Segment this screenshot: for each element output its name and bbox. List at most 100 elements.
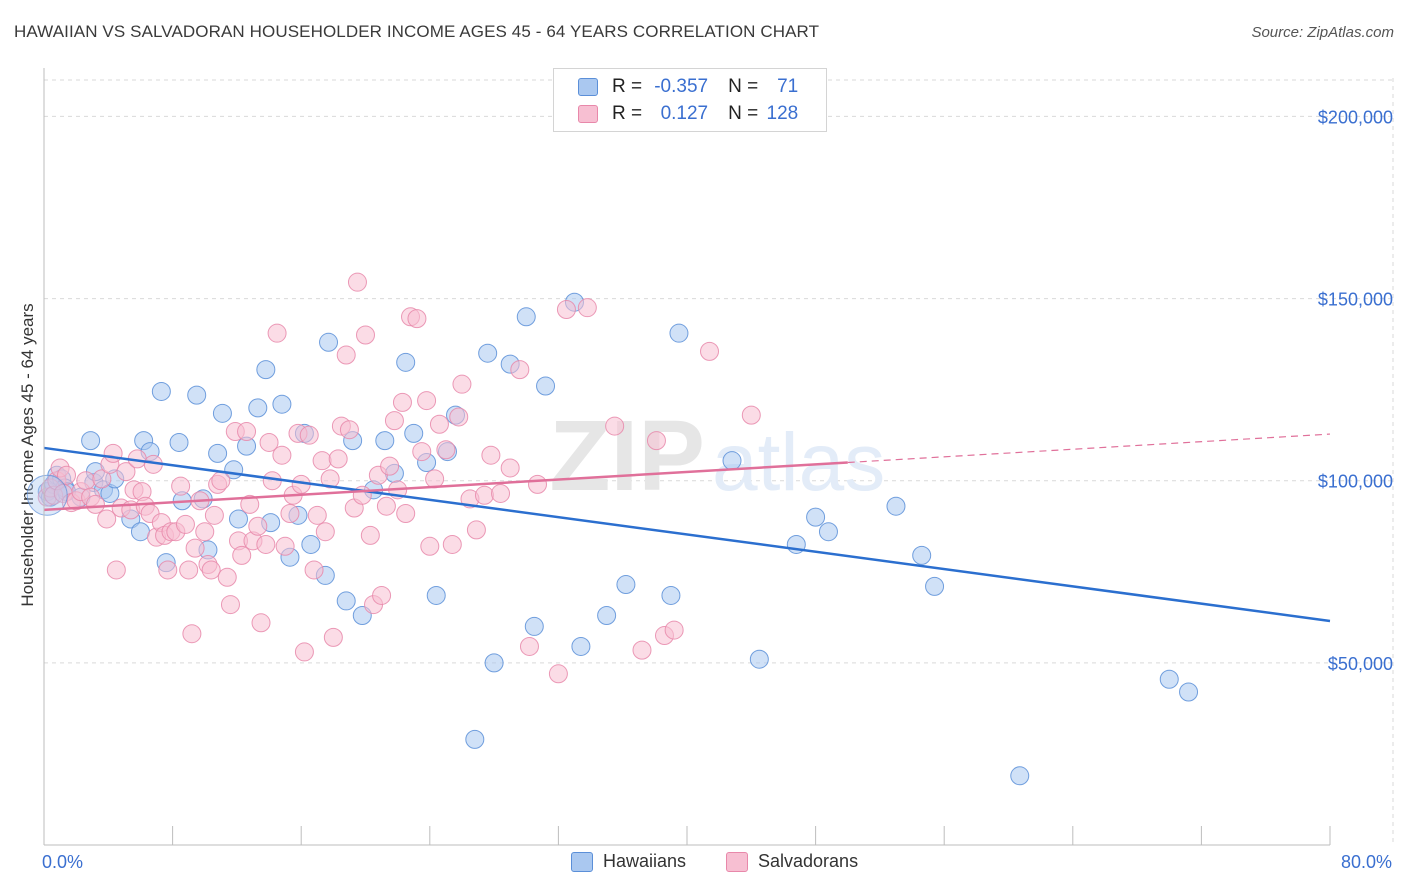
salvadoran-point: [336, 345, 356, 365]
hawaiian-point: [404, 423, 424, 443]
salvadoran-point: [312, 451, 332, 471]
hawaiian-point: [81, 431, 101, 451]
legend-r-value: -0.357: [654, 76, 709, 97]
salvadoran-point: [320, 469, 340, 489]
hawaiian-point: [749, 649, 769, 669]
legend-n-label: N =: [728, 76, 759, 97]
salvadoran-point: [436, 440, 456, 460]
legend-r-value: 0.127: [660, 103, 709, 124]
salvadoran-point: [171, 476, 191, 496]
salvadoran-point: [646, 431, 666, 451]
salvadoran-point: [204, 505, 224, 525]
hawaiian-point: [272, 394, 292, 414]
hawaiian-point: [336, 591, 356, 611]
salvadoran-point: [315, 522, 335, 542]
y-tick-label: $200,000: [1318, 107, 1393, 127]
source-label: Source: ZipAtlas.com: [1251, 24, 1394, 41]
legend-label-salvadorans: Salvadorans: [758, 851, 859, 871]
hawaiian-point: [187, 385, 207, 405]
x-tick-label-min: 0.0%: [42, 852, 84, 872]
hawaiian-point: [151, 381, 171, 401]
salvadoran-point: [299, 425, 319, 445]
series-legend: Hawaiians Salvadorans: [0, 851, 1406, 877]
salvadoran-point: [304, 560, 324, 580]
salvadoran-point: [237, 422, 257, 442]
hawaiian-point: [571, 636, 591, 656]
legend-row-hawaiians: R = -0.357 N = 71: [578, 75, 798, 99]
salvadoran-point: [356, 325, 375, 345]
hawaiian-point: [208, 443, 228, 463]
hawaiian-point: [536, 376, 556, 396]
hawaiian-point: [818, 522, 838, 542]
legend-n-value: 71: [777, 76, 799, 97]
trend-layer: [43, 433, 1331, 623]
points-layer: [26, 272, 1199, 786]
x-tick-label-max: 80.0%: [1340, 852, 1392, 872]
salvadoran-point: [420, 536, 440, 556]
salvadoran-point: [376, 496, 396, 516]
salvadoran-point: [396, 504, 416, 523]
salvadoran-point: [259, 432, 279, 452]
hawaiian-point: [465, 729, 485, 749]
salvadoran-point: [92, 469, 112, 489]
salvadoran-point: [294, 642, 314, 662]
hawaiian-point: [169, 432, 189, 452]
salvadoran-point: [519, 636, 539, 656]
hawaiians-swatch: [578, 78, 598, 96]
legend-item-hawaiians: Hawaiians: [571, 851, 686, 872]
salvadoran-point: [347, 272, 367, 292]
salvadorans-swatch: [578, 105, 598, 123]
hawaiian-point: [669, 323, 689, 343]
hawaiian-point: [396, 352, 416, 372]
salvadoran-point: [425, 469, 445, 489]
salvadoran-point: [76, 471, 96, 491]
salvadoran-point: [272, 445, 292, 465]
salvadoran-point: [179, 560, 199, 580]
hawaiian-point: [886, 496, 906, 516]
salvadoran-point: [211, 471, 231, 491]
hawaiian-point: [925, 576, 945, 596]
salvadoran-point: [339, 420, 359, 440]
salvadoran-point: [384, 411, 404, 431]
legend-n-label: N =: [728, 103, 759, 124]
salvadoran-point: [175, 514, 195, 534]
salvadoran-point: [392, 392, 412, 412]
salvadoran-point: [85, 494, 105, 514]
salvadoran-point: [360, 525, 380, 545]
salvadoran-point: [267, 323, 287, 343]
salvadoran-point: [528, 474, 548, 494]
salvadoran-point: [474, 485, 494, 505]
hawaiians-trend-line: [43, 446, 1331, 623]
salvadoran-point: [57, 465, 77, 485]
salvadoran-point: [605, 416, 625, 436]
salvadoran-point: [201, 560, 221, 580]
salvadoran-point: [103, 443, 123, 463]
y-tick-label: $100,000: [1318, 472, 1393, 492]
salvadoran-point: [577, 298, 597, 318]
hawaiian-point: [722, 451, 742, 471]
hawaiian-point: [256, 360, 276, 380]
salvadoran-point: [449, 407, 469, 427]
hawaiian-point: [212, 403, 232, 423]
salvadoran-point: [251, 613, 271, 633]
salvadoran-point: [407, 309, 427, 329]
hawaiian-point: [661, 585, 681, 605]
salvadoran-point: [248, 516, 268, 536]
hawaiian-point: [229, 509, 249, 529]
salvadorans-legend-swatch: [726, 851, 748, 872]
legend-item-salvadorans: Salvadorans: [726, 851, 858, 872]
hawaiian-point: [1010, 766, 1030, 786]
salvadoran-point: [452, 374, 472, 394]
salvadoran-point: [307, 505, 327, 525]
y-tick-label: $150,000: [1318, 290, 1393, 310]
salvadoran-point: [632, 640, 652, 660]
hawaiian-point: [26, 474, 68, 516]
hawaiian-point: [524, 616, 544, 636]
axis-layer: $50,000 $100,000 $150,000 $200,000: [43, 68, 1393, 846]
hawaiian-point: [1159, 669, 1179, 689]
hawaiian-point: [478, 343, 498, 363]
salvadoran-point: [217, 567, 237, 587]
hawaiian-point: [484, 653, 504, 673]
hawaiian-point: [1179, 682, 1199, 702]
